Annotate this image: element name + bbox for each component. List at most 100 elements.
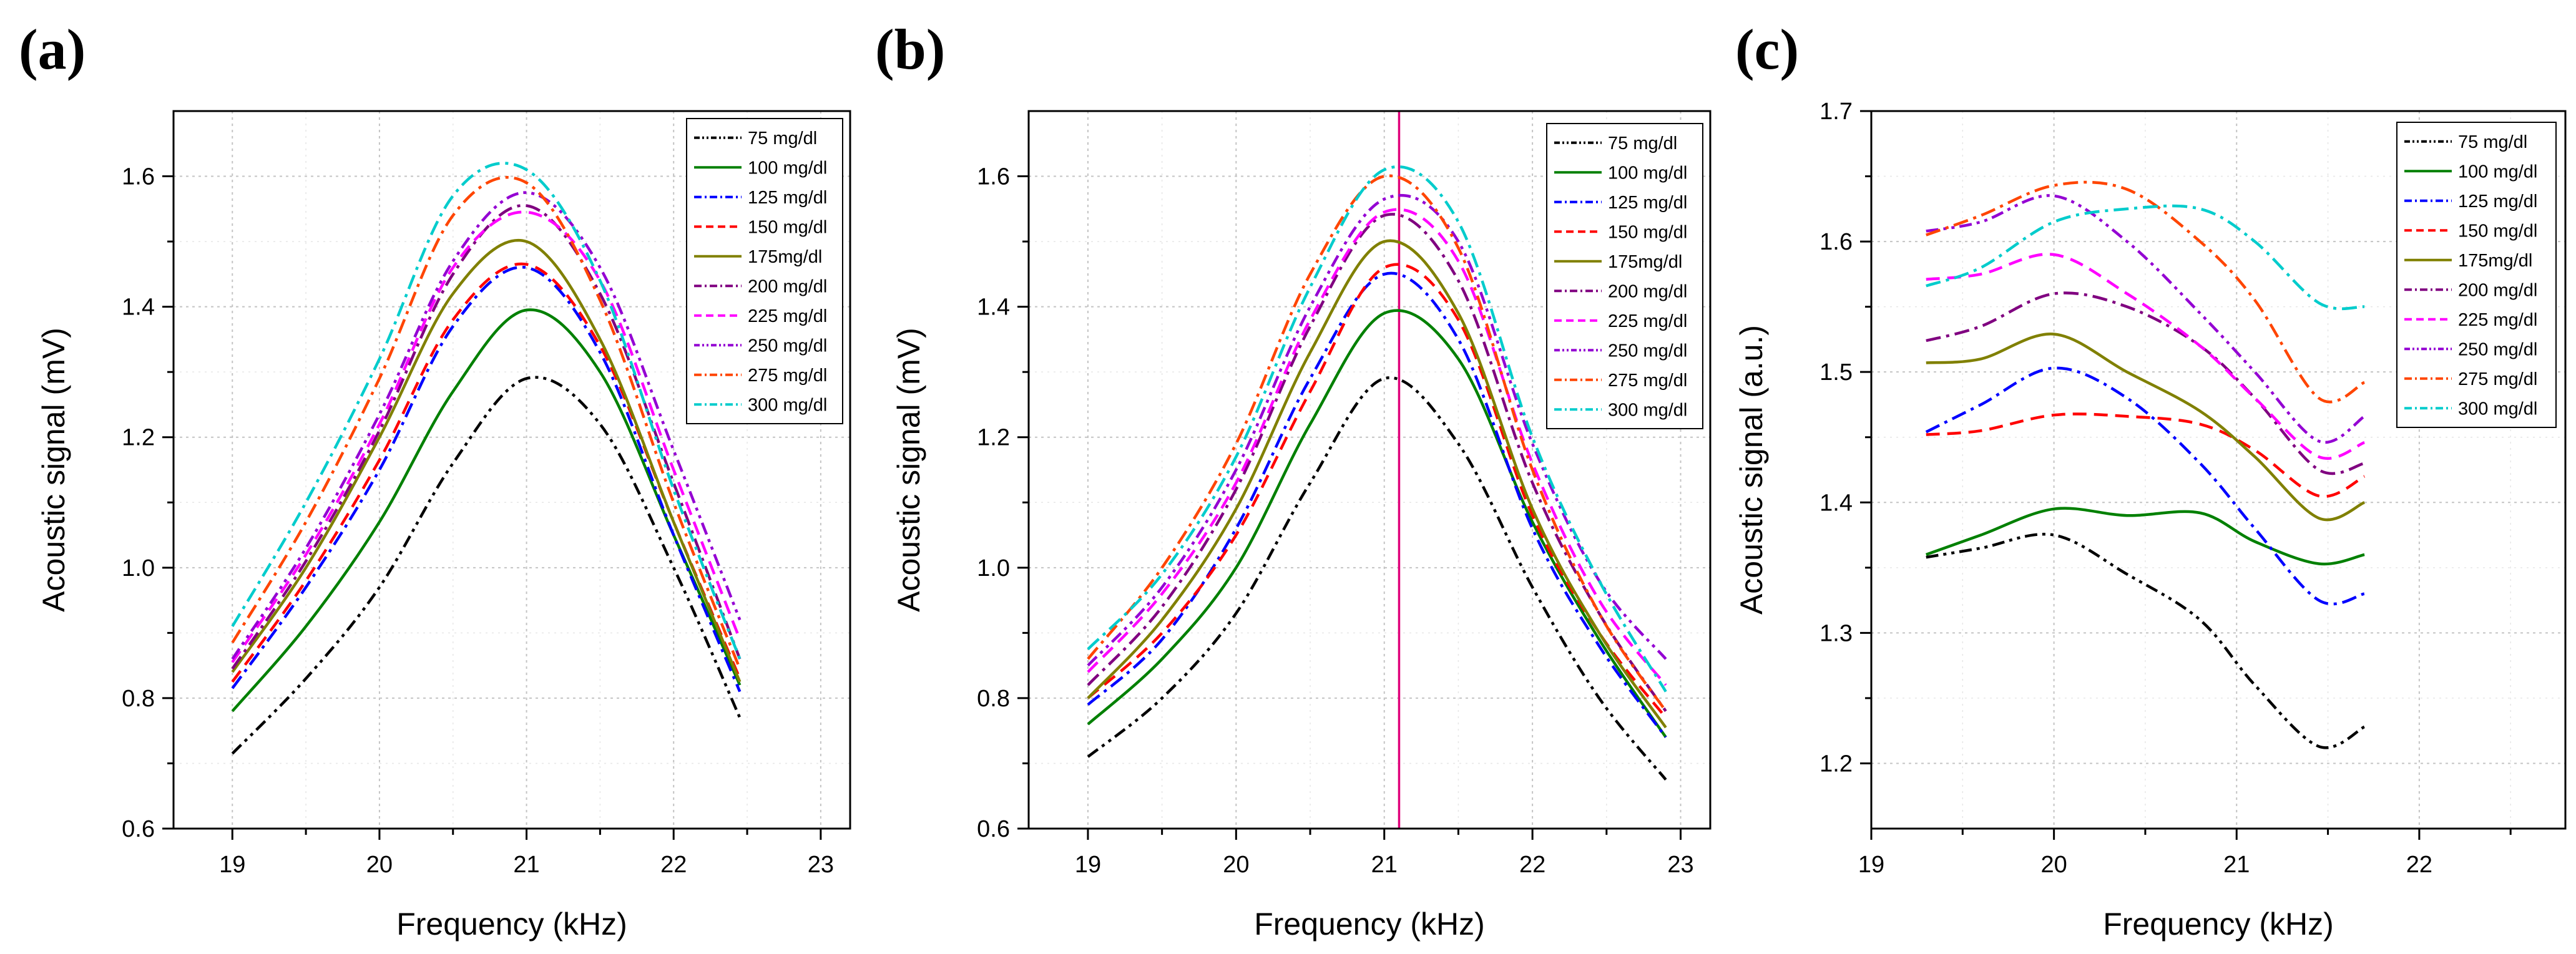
x-tick-label: 19 bbox=[219, 852, 245, 878]
legend-entry: 100 mg/dl bbox=[2458, 162, 2537, 182]
legend-entry: 275 mg/dl bbox=[1608, 371, 1687, 391]
y-axis-title: Acoustic signal (a.u.) bbox=[1734, 325, 1769, 615]
y-tick-label: 1.6 bbox=[1819, 229, 1853, 255]
series-line-275-mg/dl bbox=[1926, 180, 2366, 404]
series-line-125-mg/dl bbox=[1925, 366, 2365, 606]
series-line-150-mg/dl bbox=[1087, 263, 1667, 719]
legend-entry: 250 mg/dl bbox=[1608, 341, 1687, 361]
chart-panel-a: (a) 19 20 21 22 23 0.6 0.8 1.0 1.2 1.4 1.6 Frequency… bbox=[19, 17, 851, 942]
y-tick-label: 1.5 bbox=[1819, 359, 1853, 386]
series-line-175mg/dl bbox=[231, 239, 742, 683]
plot-frame bbox=[172, 110, 851, 830]
x-axis-title: Frequency (kHz) bbox=[396, 907, 627, 942]
legend-entry: 150 mg/dl bbox=[2458, 221, 2537, 241]
x-tick-label: 21 bbox=[513, 852, 539, 878]
y-axis-title: Acoustic signal (mV) bbox=[891, 328, 926, 612]
x-tick-label: 20 bbox=[2040, 852, 2067, 878]
legend-entry: 75 mg/dl bbox=[2458, 132, 2527, 152]
series-line-200-mg/dl bbox=[1926, 291, 2365, 475]
legend-box bbox=[1546, 123, 1703, 429]
legend-entry: 200 mg/dl bbox=[2458, 280, 2537, 300]
legend-entry: 300 mg/dl bbox=[748, 395, 827, 415]
y-tick-label: 0.8 bbox=[122, 686, 155, 712]
chart-panel-c: (c) 19 20 21 22 1.2 1.3 1.4 1.5 1.6 1.7 Frequency (… bbox=[1734, 17, 2567, 942]
x-tick-label: 21 bbox=[2223, 852, 2250, 878]
legend-entry: 100 mg/dl bbox=[1608, 163, 1687, 183]
series-line-225-mg/dl bbox=[1926, 253, 2365, 460]
plot-frame bbox=[1870, 110, 2567, 830]
y-tick-label: 1.6 bbox=[122, 164, 155, 190]
y-tick-label: 1.2 bbox=[977, 425, 1010, 451]
x-tick-label: 20 bbox=[1223, 852, 1249, 878]
panel-label: (a) bbox=[19, 17, 86, 81]
legend-entry: 125 mg/dl bbox=[748, 188, 827, 208]
y-tick-label: 1.4 bbox=[122, 294, 155, 321]
x-tick-label: 22 bbox=[660, 852, 687, 878]
y-axis-title: Acoustic signal (mV) bbox=[36, 328, 71, 612]
y-tick-label: 1.2 bbox=[122, 425, 155, 451]
legend-entry: 75 mg/dl bbox=[1608, 134, 1677, 153]
y-tick-label: 0.6 bbox=[977, 816, 1010, 842]
legend-entry: 225 mg/dl bbox=[748, 306, 827, 326]
x-tick-label: 19 bbox=[1075, 852, 1101, 878]
legend-entry: 175mg/dl bbox=[1608, 252, 1682, 272]
series-line-300-mg/dl bbox=[1926, 204, 2365, 311]
y-tick-label: 1.6 bbox=[977, 164, 1010, 190]
y-tick-label: 1.4 bbox=[977, 294, 1010, 321]
legend-entry: 125 mg/dl bbox=[2458, 192, 2537, 212]
legend-entry: 175mg/dl bbox=[748, 247, 822, 267]
series-line-225-mg/dl bbox=[1087, 208, 1667, 686]
series-line-275-mg/dl bbox=[231, 176, 742, 669]
legend-entry: 125 mg/dl bbox=[1608, 193, 1687, 213]
legend-box bbox=[686, 118, 843, 424]
series-line-250-mg/dl bbox=[1087, 193, 1667, 667]
legend-entry: 250 mg/dl bbox=[748, 336, 827, 356]
x-tick-label: 23 bbox=[808, 852, 834, 878]
series-line-250-mg/dl bbox=[231, 191, 742, 660]
legend: 75 mg/dl 100 mg/dl 125 mg/dl 150 mg/dl 175mg… bbox=[686, 118, 843, 424]
legend-entry: 175mg/dl bbox=[2458, 251, 2532, 271]
y-tick-label: 1.4 bbox=[1819, 490, 1853, 516]
legend-entry: 75 mg/dl bbox=[748, 129, 817, 148]
x-axis-title: Frequency (kHz) bbox=[2103, 907, 2334, 942]
x-tick-label: 20 bbox=[366, 852, 393, 878]
x-tick-label: 22 bbox=[1519, 852, 1545, 878]
panel-label: (c) bbox=[1735, 17, 1799, 81]
legend: 75 mg/dl 100 mg/dl 125 mg/dl 150 mg/dl 175mg… bbox=[1546, 123, 1703, 429]
legend-entry: 300 mg/dl bbox=[1608, 400, 1687, 420]
y-tick-label: 0.6 bbox=[122, 816, 155, 842]
legend-entry: 200 mg/dl bbox=[748, 276, 827, 296]
y-tick-label: 1.7 bbox=[1819, 99, 1853, 125]
series-line-300-mg/dl bbox=[231, 162, 742, 660]
series-line-125-mg/dl bbox=[231, 265, 742, 693]
legend: 75 mg/dl 100 mg/dl 125 mg/dl 150 mg/dl 175mg… bbox=[2396, 122, 2557, 428]
series-line-150-mg/dl bbox=[1926, 412, 2366, 499]
legend-entry: 275 mg/dl bbox=[748, 366, 827, 386]
series-line-100-mg/dl bbox=[1087, 309, 1667, 738]
x-tick-label: 22 bbox=[2406, 852, 2432, 878]
legend-entry: 150 mg/dl bbox=[748, 217, 827, 237]
legend-box bbox=[2396, 122, 2557, 428]
x-tick-label: 19 bbox=[1858, 852, 1884, 878]
panel-label: (b) bbox=[875, 17, 945, 81]
series-line-175mg/dl bbox=[1926, 333, 2366, 522]
series-line-175mg/dl bbox=[1087, 239, 1667, 729]
series-line-200-mg/dl bbox=[231, 204, 742, 670]
x-axis-title: Frequency (kHz) bbox=[1254, 907, 1485, 942]
x-tick-label: 23 bbox=[1667, 852, 1693, 878]
legend-entry: 225 mg/dl bbox=[2458, 310, 2537, 330]
x-tick-label: 21 bbox=[1371, 852, 1398, 878]
chart-panel-b: (b) 19 20 21 22 23 0.6 0.8 1.0 1.2 1.4 1.6 Frequency… bbox=[875, 17, 1712, 942]
series-line-250-mg/dl bbox=[1926, 194, 2366, 444]
series-line-225-mg/dl bbox=[231, 210, 742, 663]
series-line-75-mg/dl bbox=[1087, 376, 1667, 781]
series-line-200-mg/dl bbox=[1087, 213, 1667, 713]
legend-entry: 300 mg/dl bbox=[2458, 399, 2537, 419]
series-line-100-mg/dl bbox=[1926, 507, 2365, 566]
series-line-75-mg/dl bbox=[231, 376, 742, 755]
plot-frame bbox=[1027, 110, 1712, 830]
legend-entry: 150 mg/dl bbox=[1608, 222, 1687, 242]
y-tick-label: 0.8 bbox=[977, 686, 1010, 712]
